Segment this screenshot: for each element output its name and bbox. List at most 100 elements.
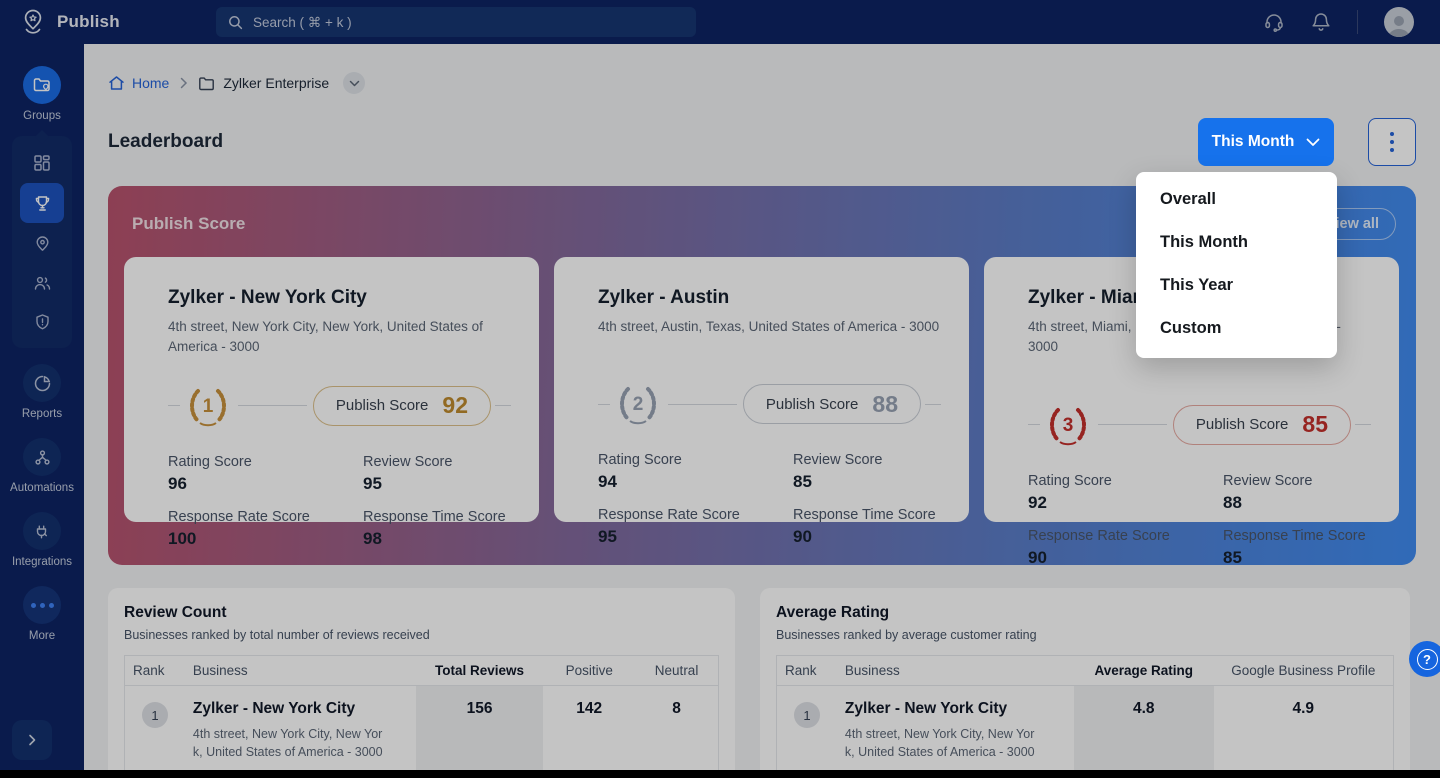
table-row[interactable]: 1 Zylker - New York City 4th street, New… — [125, 684, 718, 772]
breadcrumb-current-label: Zylker Enterprise — [223, 75, 330, 91]
sidebar-item-label: Automations — [10, 482, 74, 494]
locations-pin-icon[interactable] — [20, 225, 64, 262]
question-mark-icon: ? — [1416, 648, 1438, 670]
review-count-card: Review Count Businesses ranked by total … — [108, 588, 735, 778]
rank-1-laurel-badge: 1 — [184, 382, 232, 430]
average-rating-card: Average Rating Businesses ranked by aver… — [760, 588, 1410, 778]
reports-pie-icon — [23, 364, 61, 402]
breadcrumb-home-label: Home — [132, 75, 170, 91]
col-business: Business — [192, 663, 248, 678]
dropdown-option-overall[interactable]: Overall — [1160, 190, 1216, 208]
breadcrumb-separator-icon — [179, 77, 188, 89]
breadcrumb-chevron-down-icon[interactable] — [343, 72, 366, 94]
business-address: 4th street, New York City, New York, Uni… — [168, 319, 483, 355]
home-icon — [108, 75, 125, 91]
global-search[interactable] — [216, 7, 696, 37]
stat-response-rate-score: Response Rate Score 100 — [168, 508, 310, 548]
total-reviews-value: 156 — [415, 684, 544, 772]
sidebar-item-automations[interactable]: Automations — [10, 438, 74, 494]
period-filter-button[interactable]: This Month — [1198, 118, 1334, 166]
sidebar-expand-chevron[interactable] — [12, 720, 52, 760]
publish-score-pill: Publish Score 92 — [312, 385, 491, 426]
stat-rating-score: Rating Score 92 — [1028, 472, 1112, 512]
stat-rating-score: Rating Score 96 — [168, 453, 252, 493]
leaderboard-trophy-icon[interactable] — [20, 183, 64, 223]
sidebar-item-more[interactable]: More — [23, 586, 61, 642]
top-navbar: Publish — [0, 0, 1440, 44]
leaderboard-card-3[interactable]: Zylker - Miami 4th street, Miami, Florid… — [984, 257, 1399, 567]
sidebar-item-label: Integrations — [11, 556, 73, 568]
leaderboard-card-2[interactable]: Zylker - Austin 4th street, Austin, Texa… — [554, 257, 969, 546]
sidebar-item-label: Groups — [23, 110, 61, 122]
folder-icon — [198, 76, 215, 91]
col-positive: Positive — [565, 663, 613, 678]
more-ellipsis-icon — [23, 586, 61, 624]
breadcrumb-home-link[interactable]: Home — [108, 75, 169, 91]
sidebar-item-reports[interactable]: Reports — [22, 364, 62, 420]
leaderboard-card-1[interactable]: Zylker - New York City 4th street, New Y… — [124, 257, 539, 548]
search-input[interactable] — [253, 14, 684, 30]
business-address: 4th street, New York City, New York, Uni… — [844, 727, 1035, 760]
sidebar-item-label: More — [28, 630, 56, 642]
rank-badge: 1 — [141, 702, 168, 728]
stat-response-time-score: Response Time Score 90 — [793, 507, 936, 547]
notifications-bell-icon[interactable] — [1311, 11, 1331, 33]
business-name: Zylker - New York City — [168, 287, 367, 308]
app-name: Publish — [57, 12, 120, 31]
average-rating-value: 4.8 — [1073, 684, 1214, 772]
breadcrumb-current[interactable]: Zylker Enterprise — [198, 75, 329, 91]
publish-score-value: 88 — [872, 390, 898, 417]
stat-response-rate-score: Response Rate Score 90 — [1028, 527, 1170, 567]
main-content: Home Zylker Enterprise Leaderboard This … — [84, 44, 1440, 778]
chevron-down-icon — [1306, 138, 1320, 146]
stat-rating-score: Rating Score 94 — [598, 452, 682, 492]
app-brand: Publish — [0, 7, 216, 37]
business-address: 4th street, New York City, New York, Uni… — [192, 727, 383, 760]
rank-3-laurel-badge: 3 — [1044, 401, 1092, 449]
badge-alert-icon[interactable] — [20, 303, 64, 340]
publish-logo-icon — [18, 7, 48, 37]
business-name: Zylker - Austin — [598, 287, 730, 308]
rank-badge: 1 — [793, 702, 820, 728]
average-rating-table: Rank Business Average Rating Google Busi… — [777, 656, 1393, 778]
dropdown-option-custom[interactable]: Custom — [1160, 319, 1222, 337]
sidebar-item-integrations[interactable]: Integrations — [12, 512, 72, 568]
positive-value: 142 — [543, 684, 636, 772]
col-average-rating: Average Rating — [1094, 663, 1194, 678]
stat-review-score: Review Score 95 — [363, 453, 453, 493]
col-rank: Rank — [133, 663, 165, 678]
topbar-divider — [1357, 10, 1358, 34]
breadcrumb: Home Zylker Enterprise — [108, 72, 1416, 94]
stat-response-rate-score: Response Rate Score 95 — [598, 507, 740, 547]
dropdown-option-this-month[interactable]: This Month — [1160, 233, 1248, 251]
period-filter-dropdown: Overall This Month This Year Custom — [1136, 172, 1337, 358]
business-address: 4th street, Austin, Texas, United States… — [598, 319, 940, 334]
svg-text:1: 1 — [203, 396, 214, 417]
support-headset-icon[interactable] — [1263, 11, 1285, 33]
dropdown-option-this-year[interactable]: This Year — [1160, 276, 1234, 294]
review-count-table: Rank Business Total Reviews Positive Neu… — [125, 656, 718, 778]
col-google-business-profile: Google Business Profile — [1231, 663, 1376, 678]
sidebar-item-groups[interactable]: Groups — [23, 66, 61, 122]
help-question-button[interactable]: ? — [1409, 641, 1440, 677]
sidebar-item-label: Reports — [21, 408, 63, 420]
average-rating-title: Average Rating — [776, 604, 890, 621]
overview-grid-icon[interactable] — [20, 144, 64, 181]
more-options-kebab-button[interactable] — [1368, 118, 1416, 166]
table-row[interactable]: 1 Zylker - New York City 4th street, New… — [777, 684, 1393, 772]
publish-score-value: 85 — [1302, 411, 1328, 437]
col-business: Business — [844, 663, 900, 678]
publish-score-title: Publish Score — [132, 214, 246, 233]
publish-score-pill: Publish Score 85 — [1172, 404, 1351, 445]
average-rating-subtitle: Businesses ranked by average customer ra… — [776, 628, 1037, 642]
team-users-icon[interactable] — [20, 264, 64, 301]
groups-tool-panel — [12, 129, 72, 348]
neutral-value: 8 — [635, 684, 718, 772]
google-profile-value: 4.9 — [1213, 684, 1393, 772]
review-count-title: Review Count — [124, 604, 227, 621]
svg-text:2: 2 — [633, 394, 644, 415]
col-rank: Rank — [785, 663, 817, 678]
bottom-black-bar — [0, 770, 1440, 778]
user-avatar[interactable] — [1384, 7, 1414, 37]
